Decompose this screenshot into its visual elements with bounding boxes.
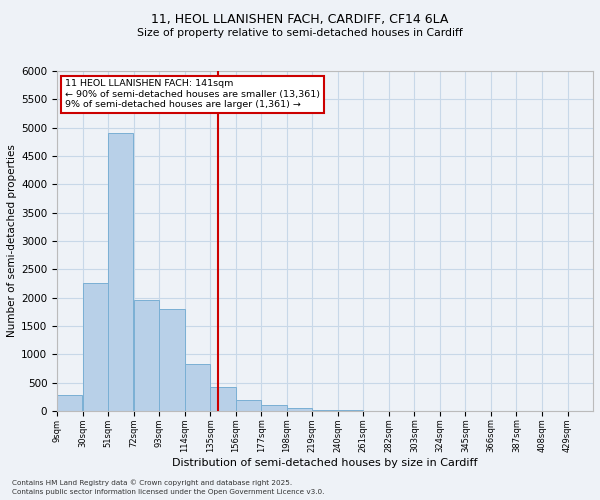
Text: Contains HM Land Registry data © Crown copyright and database right 2025.: Contains HM Land Registry data © Crown c… <box>12 480 292 486</box>
Bar <box>83 284 108 411</box>
Bar <box>236 400 261 411</box>
Bar <box>313 410 338 411</box>
Bar <box>57 395 82 411</box>
Text: Size of property relative to semi-detached houses in Cardiff: Size of property relative to semi-detach… <box>137 28 463 38</box>
Bar <box>185 364 210 411</box>
Bar <box>109 134 133 411</box>
Bar <box>211 386 236 411</box>
Text: 11, HEOL LLANISHEN FACH, CARDIFF, CF14 6LA: 11, HEOL LLANISHEN FACH, CARDIFF, CF14 6… <box>151 12 449 26</box>
Text: Contains public sector information licensed under the Open Government Licence v3: Contains public sector information licen… <box>12 489 325 495</box>
X-axis label: Distribution of semi-detached houses by size in Cardiff: Distribution of semi-detached houses by … <box>172 458 478 468</box>
Bar <box>262 406 287 411</box>
Bar <box>134 300 159 411</box>
Bar <box>338 410 363 411</box>
Bar <box>160 309 185 411</box>
Text: 11 HEOL LLANISHEN FACH: 141sqm
← 90% of semi-detached houses are smaller (13,361: 11 HEOL LLANISHEN FACH: 141sqm ← 90% of … <box>65 80 320 109</box>
Y-axis label: Number of semi-detached properties: Number of semi-detached properties <box>7 144 17 338</box>
Bar <box>287 408 312 411</box>
